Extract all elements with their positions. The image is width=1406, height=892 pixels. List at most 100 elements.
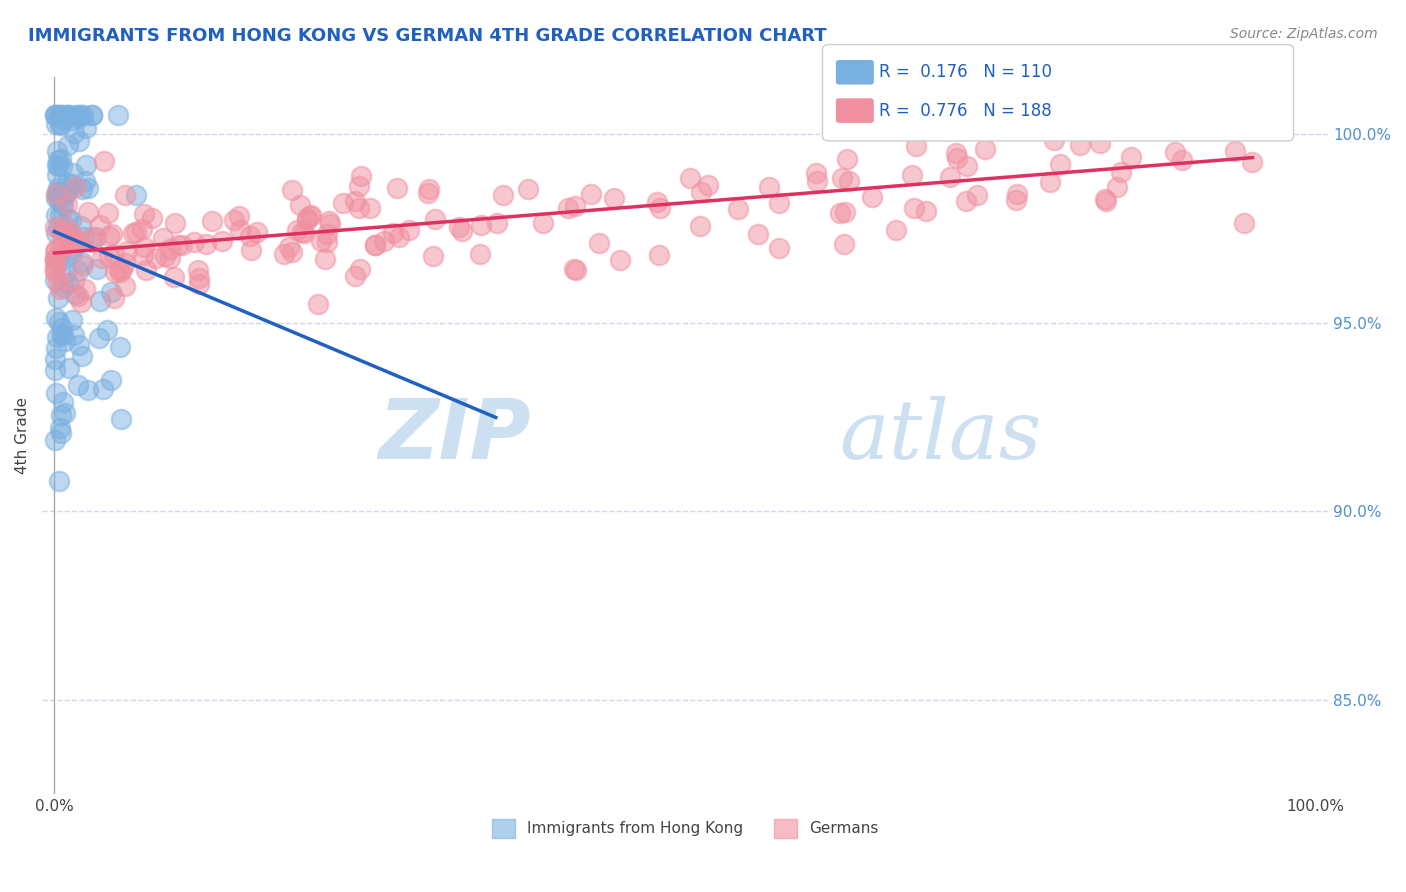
Point	[45, 226, 67, 240]
Point	[991, 120, 1014, 134]
Point	[1107, 179, 1129, 194]
Point	[319, 217, 342, 231]
Point	[246, 226, 269, 240]
Point	[63, 234, 86, 248]
Point	[1241, 114, 1264, 128]
Point	[48, 186, 70, 201]
Point	[364, 238, 387, 252]
Point	[152, 231, 174, 245]
Point	[44, 351, 66, 366]
Point	[135, 263, 157, 277]
Point	[48, 193, 70, 207]
Point	[837, 152, 859, 166]
Point	[159, 251, 181, 265]
Point	[648, 201, 671, 215]
Legend: Immigrants from Hong Kong, Germans: Immigrants from Hong Kong, Germans	[485, 813, 884, 844]
Point	[45, 329, 67, 343]
Point	[492, 188, 515, 202]
Point	[45, 191, 67, 205]
Point	[104, 265, 127, 279]
Point	[517, 182, 540, 196]
Point	[48, 108, 70, 122]
Point	[75, 120, 97, 135]
Point	[58, 277, 80, 291]
Point	[44, 273, 66, 287]
Point	[468, 247, 491, 261]
Point	[114, 279, 136, 293]
Point	[165, 215, 187, 229]
Point	[60, 113, 83, 128]
Point	[66, 263, 89, 277]
Point	[343, 194, 366, 209]
Point	[588, 236, 610, 251]
Point	[768, 241, 790, 255]
Point	[349, 261, 371, 276]
Point	[447, 219, 470, 234]
Point	[55, 176, 77, 190]
Point	[60, 246, 83, 260]
Point	[280, 245, 302, 260]
Point	[114, 188, 136, 202]
Point	[938, 169, 960, 184]
Point	[834, 205, 856, 219]
Point	[46, 159, 69, 173]
Point	[84, 230, 107, 244]
Point	[96, 323, 118, 337]
Point	[956, 159, 979, 173]
Point	[49, 326, 72, 341]
Point	[188, 277, 211, 291]
Point	[211, 234, 233, 248]
Point	[72, 230, 94, 244]
Point	[697, 178, 720, 192]
Point	[45, 187, 67, 202]
Point	[830, 206, 852, 220]
Point	[66, 377, 89, 392]
Point	[187, 263, 209, 277]
Point	[831, 171, 853, 186]
Point	[172, 238, 194, 252]
Point	[229, 223, 252, 237]
Point	[60, 178, 83, 192]
Point	[49, 240, 72, 254]
Point	[45, 209, 67, 223]
Point	[46, 188, 69, 202]
Point	[903, 202, 925, 216]
Point	[648, 247, 671, 261]
Point	[564, 199, 586, 213]
Point	[747, 227, 769, 241]
Point	[1090, 136, 1112, 150]
Point	[314, 252, 336, 266]
Point	[56, 224, 79, 238]
Point	[55, 241, 77, 255]
Point	[45, 242, 67, 256]
Point	[56, 230, 79, 244]
Point	[110, 412, 132, 426]
Point	[155, 248, 177, 262]
Point	[422, 249, 444, 263]
Point	[46, 275, 69, 289]
Point	[806, 166, 828, 180]
Point	[557, 201, 579, 215]
Point	[77, 181, 100, 195]
Point	[316, 227, 339, 241]
Point	[167, 238, 190, 252]
Point	[974, 142, 997, 156]
Point	[98, 229, 121, 244]
Point	[645, 195, 668, 210]
Point	[80, 235, 103, 249]
Point	[44, 259, 66, 273]
Point	[1233, 216, 1256, 230]
Point	[451, 224, 474, 238]
Point	[52, 186, 75, 201]
Point	[1095, 194, 1118, 208]
Point	[145, 251, 167, 265]
Point	[1042, 133, 1064, 147]
Point	[1163, 145, 1185, 159]
Point	[70, 219, 93, 233]
Point	[73, 282, 96, 296]
Point	[49, 421, 72, 435]
Point	[121, 227, 143, 241]
Point	[76, 384, 98, 398]
Point	[425, 211, 447, 226]
Point	[60, 212, 83, 227]
